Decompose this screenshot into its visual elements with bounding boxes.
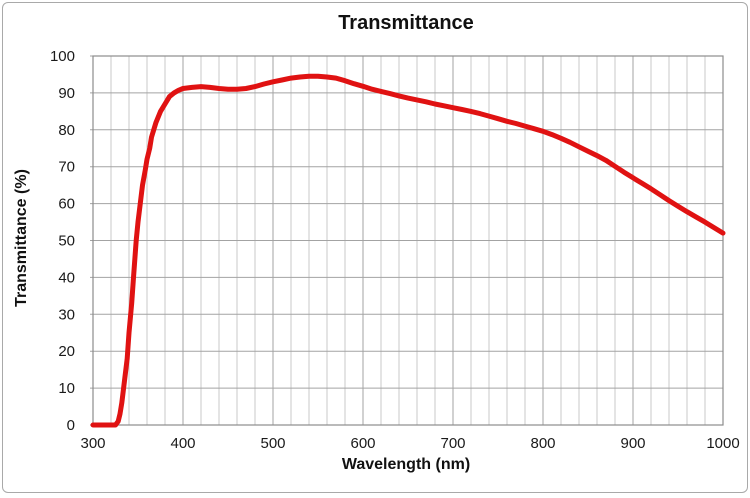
y-tick-label: 60: [58, 196, 75, 213]
y-tick-label: 0: [67, 417, 75, 434]
y-tick-label: 90: [58, 85, 75, 102]
x-tick-label: 600: [350, 435, 375, 452]
plot-area: 300 400 500 600 700 800 900 1000 0 10 20 30 40 50 60 70…: [50, 48, 740, 452]
y-tick-label: 80: [58, 122, 75, 139]
plot-frame: [92, 55, 724, 426]
x-tick-label: 900: [620, 435, 645, 452]
x-tick-label: 400: [170, 435, 195, 452]
y-tick-label: 40: [58, 269, 75, 286]
x-axis-title: Wavelength (nm): [341, 456, 471, 473]
y-tick-label: 10: [58, 380, 75, 397]
y-tick-label: 70: [58, 159, 75, 176]
y-tick-label: 50: [58, 233, 75, 250]
x-tick-label: 1000: [706, 435, 739, 452]
y-tick-label: 20: [58, 343, 75, 360]
x-tick-label: 800: [530, 435, 555, 452]
series-line-transmittance: [90, 73, 726, 428]
y-tick-label: 100: [50, 48, 75, 65]
x-tick-label: 700: [440, 435, 465, 452]
chart-title: Transmittance: [338, 12, 474, 34]
x-tick-label: 300: [80, 435, 105, 452]
y-tick-label: 30: [58, 306, 75, 323]
x-tick-label: 500: [260, 435, 285, 452]
